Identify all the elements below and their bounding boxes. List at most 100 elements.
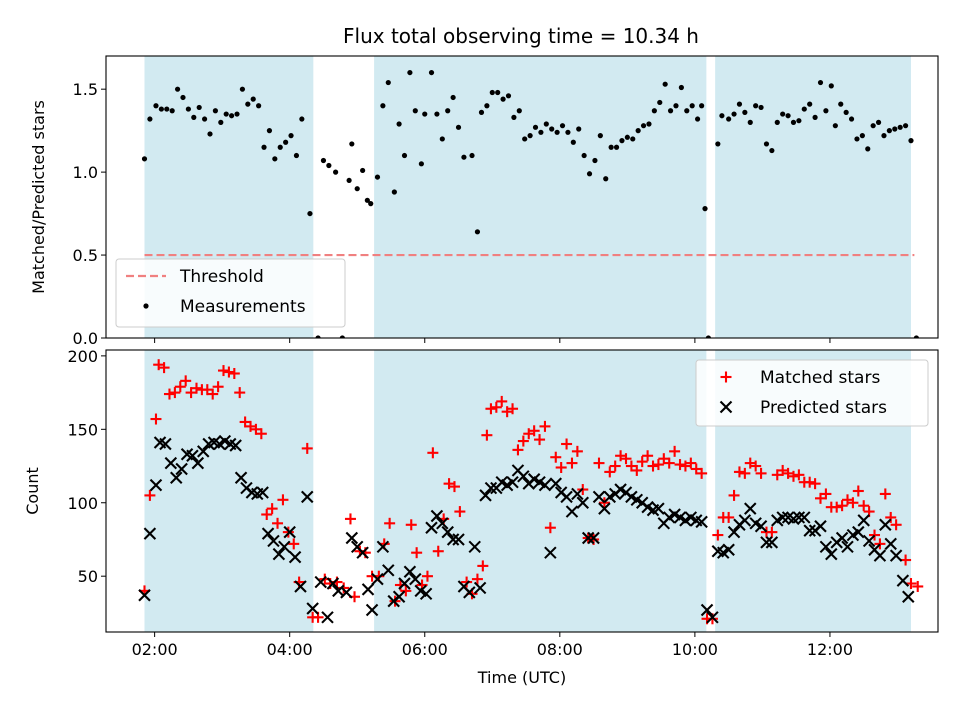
data-point xyxy=(831,501,843,513)
data-point xyxy=(301,442,313,454)
data-point xyxy=(776,511,789,524)
data-point-b xyxy=(484,481,498,495)
data-point xyxy=(228,368,240,379)
data-point xyxy=(613,144,620,150)
data-point xyxy=(857,514,870,527)
data-point xyxy=(441,525,454,539)
data-point-b xyxy=(781,511,795,524)
data-point-b xyxy=(138,589,151,602)
data-point xyxy=(890,519,902,531)
data-point xyxy=(566,457,578,469)
data-point-b xyxy=(754,520,768,533)
data-point xyxy=(500,96,506,102)
data-point xyxy=(722,543,735,556)
data-point xyxy=(912,580,924,592)
data-point xyxy=(758,104,764,111)
data-point xyxy=(527,133,533,139)
data-point xyxy=(684,108,690,114)
data-point xyxy=(544,522,556,534)
data-point-b xyxy=(457,580,471,593)
data-point xyxy=(229,113,235,119)
x-tick-label: 02:00 xyxy=(132,640,178,659)
data-point xyxy=(294,580,307,593)
data-point-b xyxy=(825,547,838,561)
data-point xyxy=(326,162,332,169)
data-point xyxy=(245,101,251,107)
data-point xyxy=(865,146,871,152)
data-point-b xyxy=(436,517,449,530)
data-point xyxy=(218,119,224,125)
data-point-b xyxy=(326,577,340,590)
data-point xyxy=(196,104,202,111)
data-point xyxy=(158,362,170,374)
data-point xyxy=(889,549,903,562)
data-point-b xyxy=(425,521,438,534)
data-point-b xyxy=(403,565,417,579)
data-point xyxy=(477,560,489,572)
data-point xyxy=(873,549,887,562)
data-point xyxy=(164,456,178,470)
data-point xyxy=(608,144,614,150)
y-axis-label: Matched/Predicted stars xyxy=(29,100,48,294)
data-point xyxy=(913,335,919,338)
data-point xyxy=(539,420,551,432)
data-point xyxy=(852,485,864,497)
data-point xyxy=(250,96,256,102)
data-point xyxy=(212,108,219,114)
data-point-b xyxy=(191,456,205,470)
data-point-b xyxy=(468,540,481,554)
data-point xyxy=(593,457,605,469)
bottom-panel: 02:00 04:00 06:00 08:00 10:00 12:00 50 100 150 20… xyxy=(23,347,939,687)
data-point-b xyxy=(527,473,541,486)
data-point-b xyxy=(700,603,714,617)
data-point xyxy=(662,81,668,87)
data-point-b xyxy=(902,590,915,603)
data-point xyxy=(838,101,844,107)
data-point xyxy=(174,381,186,393)
data-point-b xyxy=(749,517,762,530)
data-point-b xyxy=(229,439,242,452)
data-point xyxy=(191,114,197,120)
data-point xyxy=(792,511,806,524)
x-tick-label: 12:00 xyxy=(807,640,853,659)
legend-marker-b xyxy=(719,400,733,414)
axes-frame xyxy=(105,349,939,633)
data-point xyxy=(544,546,557,559)
data-point xyxy=(803,524,816,537)
data-point-b xyxy=(159,437,172,451)
data-point-b xyxy=(506,475,519,489)
data-point-b xyxy=(673,511,687,524)
y-tick-label: 1.5 xyxy=(73,80,98,99)
data-point xyxy=(484,481,498,495)
data-point xyxy=(798,511,811,524)
legend-box xyxy=(115,258,346,328)
data-point xyxy=(315,335,321,338)
data-point-b xyxy=(517,470,530,483)
data-point xyxy=(471,573,483,585)
data-point xyxy=(765,536,779,549)
data-point xyxy=(191,456,205,470)
data-point xyxy=(229,439,242,452)
data-point-b xyxy=(798,511,811,524)
data-point-b xyxy=(234,471,248,485)
data-point xyxy=(652,459,664,471)
data-point xyxy=(727,525,741,539)
data-point xyxy=(905,578,917,590)
data-point xyxy=(624,134,630,140)
legend-box xyxy=(695,359,929,427)
data-point-b xyxy=(272,547,286,561)
data-point xyxy=(780,111,786,117)
data-point xyxy=(738,514,752,527)
data-point-b xyxy=(283,525,296,539)
data-point xyxy=(207,131,213,137)
y-tick-label: 150 xyxy=(67,420,98,439)
data-point xyxy=(382,564,395,577)
data-point xyxy=(804,476,816,488)
data-point xyxy=(512,444,524,456)
data-point xyxy=(180,375,192,387)
series-measurements xyxy=(141,69,919,338)
data-point xyxy=(685,457,697,469)
data-point xyxy=(908,138,914,144)
plot-area xyxy=(141,56,919,338)
data-point xyxy=(197,445,210,458)
